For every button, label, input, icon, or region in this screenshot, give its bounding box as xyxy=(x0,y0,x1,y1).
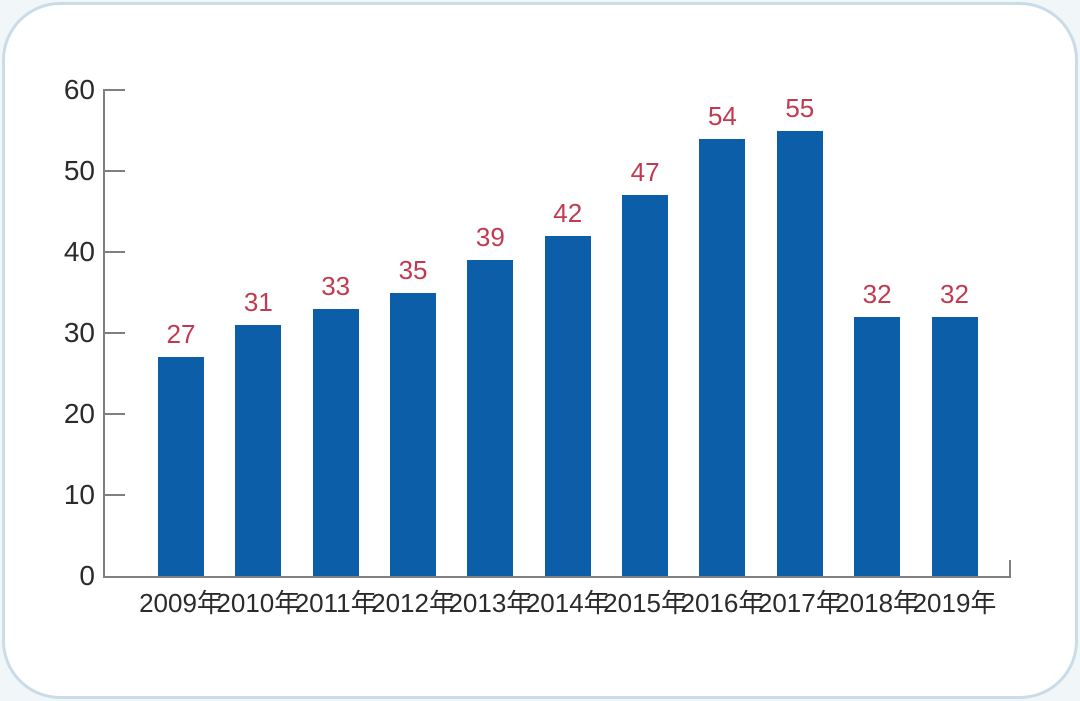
bar-value-label: 42 xyxy=(553,197,583,228)
x-tick-label: 2014年 xyxy=(525,588,610,618)
y-tick-mark xyxy=(103,332,125,334)
x-tick-label: 2009年 xyxy=(139,588,223,618)
bar-2012年 xyxy=(390,292,437,576)
y-tick-mark xyxy=(103,251,125,253)
x-tick-label: 2013年 xyxy=(448,588,533,618)
bar-value-label: 39 xyxy=(475,222,505,253)
bar-2019年 xyxy=(931,316,978,576)
x-tick-label: 2010年 xyxy=(216,588,301,618)
bar-value-label: 35 xyxy=(398,254,428,285)
bar-2010年 xyxy=(235,324,282,576)
y-tick-label: 20 xyxy=(63,398,95,429)
bar-2009年 xyxy=(158,357,204,576)
bar-value-label: 31 xyxy=(243,286,273,317)
bar-2013年 xyxy=(467,260,514,576)
bar-2011年 xyxy=(312,308,359,576)
y-tick-label: 50 xyxy=(63,155,95,186)
bar-2015年 xyxy=(622,195,669,576)
y-tick-label: 0 xyxy=(79,560,95,591)
y-tick-label: 40 xyxy=(63,236,95,267)
y-tick-label: 60 xyxy=(63,74,95,105)
y-tick-mark xyxy=(103,413,125,415)
bar-2016年 xyxy=(699,138,746,576)
bar-value-label: 32 xyxy=(940,278,969,309)
x-tick-label: 2011年 xyxy=(294,588,377,618)
x-tick-label: 2012年 xyxy=(371,588,455,618)
y-tick-mark xyxy=(103,89,125,91)
bar-2017年 xyxy=(776,130,823,576)
bar-2014年 xyxy=(544,235,591,576)
y-tick-label: 30 xyxy=(63,317,95,348)
x-tick-label: 2016年 xyxy=(680,588,765,618)
bar-value-label: 55 xyxy=(785,92,815,123)
bar-value-label: 32 xyxy=(862,278,892,309)
x-tick-label: 2019年 xyxy=(912,588,997,618)
bar-2018年 xyxy=(854,316,901,576)
bar-value-label: 54 xyxy=(707,100,737,131)
x-axis-end-tick xyxy=(1009,560,1011,576)
y-tick-label: 10 xyxy=(63,479,95,510)
y-tick-mark xyxy=(103,494,125,496)
bar-value-label: 47 xyxy=(630,157,660,188)
x-tick-label: 2017年 xyxy=(757,588,842,618)
x-tick-label: 2015年 xyxy=(603,588,688,618)
bar-value-label: 33 xyxy=(321,270,351,301)
x-axis-line xyxy=(103,576,1011,578)
bar-value-label: 27 xyxy=(166,319,196,350)
y-tick-mark xyxy=(103,170,125,172)
x-tick-label: 2018年 xyxy=(835,588,920,618)
